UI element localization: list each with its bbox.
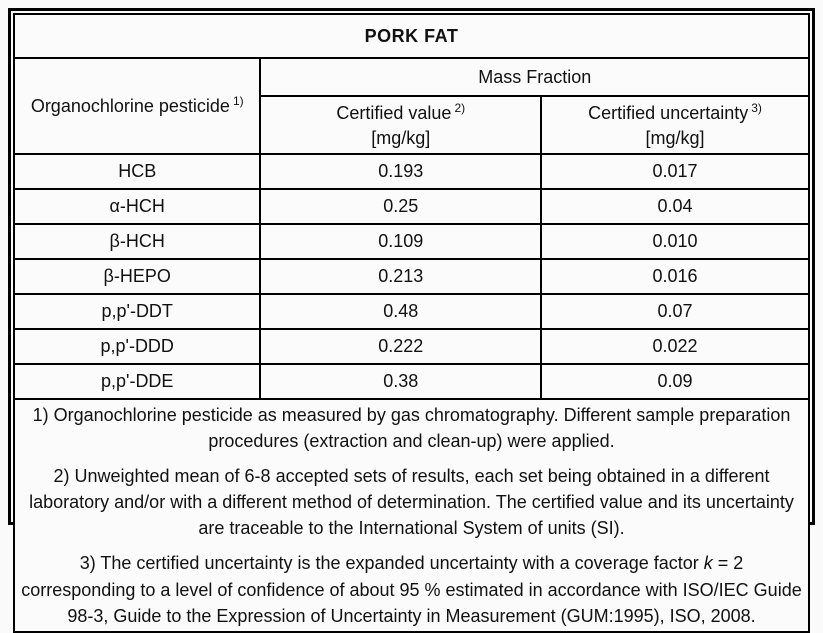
pesticide-cell: p,p'-DDE [12, 363, 262, 400]
pesticide-cell: β-HCH [12, 223, 262, 260]
pesticide-cell: α-HCH [12, 188, 262, 225]
certified-uncertainty-cell: 0.017 [540, 153, 810, 190]
table-row: HCB 0.193 0.017 [12, 153, 810, 190]
pesticide-cell: p,p'-DDD [12, 328, 262, 365]
certified-uncertainty-cell: 0.04 [540, 188, 810, 225]
table-row: p,p'-DDD 0.222 0.022 [12, 328, 810, 365]
footnote-ref-1: 1) [232, 93, 244, 108]
table-row: p,p'-DDE 0.38 0.09 [12, 363, 810, 400]
footnotes-row: 1) Organochlorine pesticide as measured … [13, 398, 810, 633]
pesticide-cell: HCB [12, 153, 262, 190]
table-row: α-HCH 0.25 0.04 [12, 188, 810, 225]
certified-uncertainty-cell: 0.09 [540, 363, 810, 400]
column-header-pesticide: Organochlorine pesticide 1) [12, 57, 262, 155]
footnote-3-text-start: 3) The certified uncertainty is the expa… [79, 553, 704, 574]
footnote-3: 3) The certified uncertainty is the expa… [21, 550, 802, 628]
table-row: p,p'-DDT 0.48 0.07 [12, 293, 810, 330]
footnote-3-coverage-factor-symbol: k [703, 553, 713, 574]
certified-value-cell: 0.213 [259, 258, 543, 295]
certified-value-cell: 0.109 [259, 223, 543, 260]
column-group-header-mass-fraction: Mass Fraction [259, 57, 810, 97]
column-header-certified-uncertainty: Certified uncertainty 3) [mg/kg] [540, 95, 810, 155]
column-header-certified-value-unit: [mg/kg] [371, 127, 431, 148]
pesticide-cell: β-HEPO [12, 258, 262, 295]
table-row: β-HCH 0.109 0.010 [12, 223, 810, 260]
pesticide-cell: p,p'-DDT [12, 293, 262, 330]
footnotes-section: 1) Organochlorine pesticide as measured … [13, 398, 810, 633]
footnote-ref-3: 3) [751, 101, 762, 116]
certified-value-cell: 0.48 [259, 293, 543, 330]
certified-uncertainty-cell: 0.010 [540, 223, 810, 260]
column-header-pesticide-label: Organochlorine pesticide [30, 95, 230, 116]
column-header-certified-value-label: Certified value [336, 103, 452, 124]
table-row: β-HEPO 0.213 0.016 [12, 258, 810, 295]
group-header-row: Organochlorine pesticide 1) Mass Fraction [12, 57, 810, 155]
footnote-1: 1) Organochlorine pesticide as measured … [32, 405, 791, 452]
certified-uncertainty-cell: 0.07 [540, 293, 810, 330]
certified-uncertainty-cell: 0.022 [540, 328, 810, 365]
column-header-certified-value: Certified value 2) [mg/kg] [259, 95, 543, 155]
certified-uncertainty-cell: 0.016 [540, 258, 810, 295]
certified-value-cell: 0.222 [259, 328, 543, 365]
column-header-certified-uncertainty-unit: [mg/kg] [645, 127, 705, 148]
sub-header-row: Certified value 2) [mg/kg] Certified unce… [14, 95, 810, 155]
footnote-ref-2: 2) [454, 101, 466, 116]
certified-value-cell: 0.193 [259, 153, 543, 190]
certified-value-cell: 0.38 [259, 363, 543, 400]
certificate-table-frame: PORK FAT Organochlorine pesticide 1) Mass… [8, 8, 815, 633]
page-title: PORK FAT [13, 13, 810, 59]
title-row: PORK FAT [13, 13, 810, 59]
certified-value-cell: 0.25 [259, 188, 543, 225]
column-header-certified-uncertainty-label: Certified uncertainty [588, 103, 749, 124]
pork-fat-table: PORK FAT Organochlorine pesticide 1) Mass… [12, 13, 810, 633]
footnote-2: 2) Unweighted mean of 6-8 accepted sets … [29, 466, 794, 539]
